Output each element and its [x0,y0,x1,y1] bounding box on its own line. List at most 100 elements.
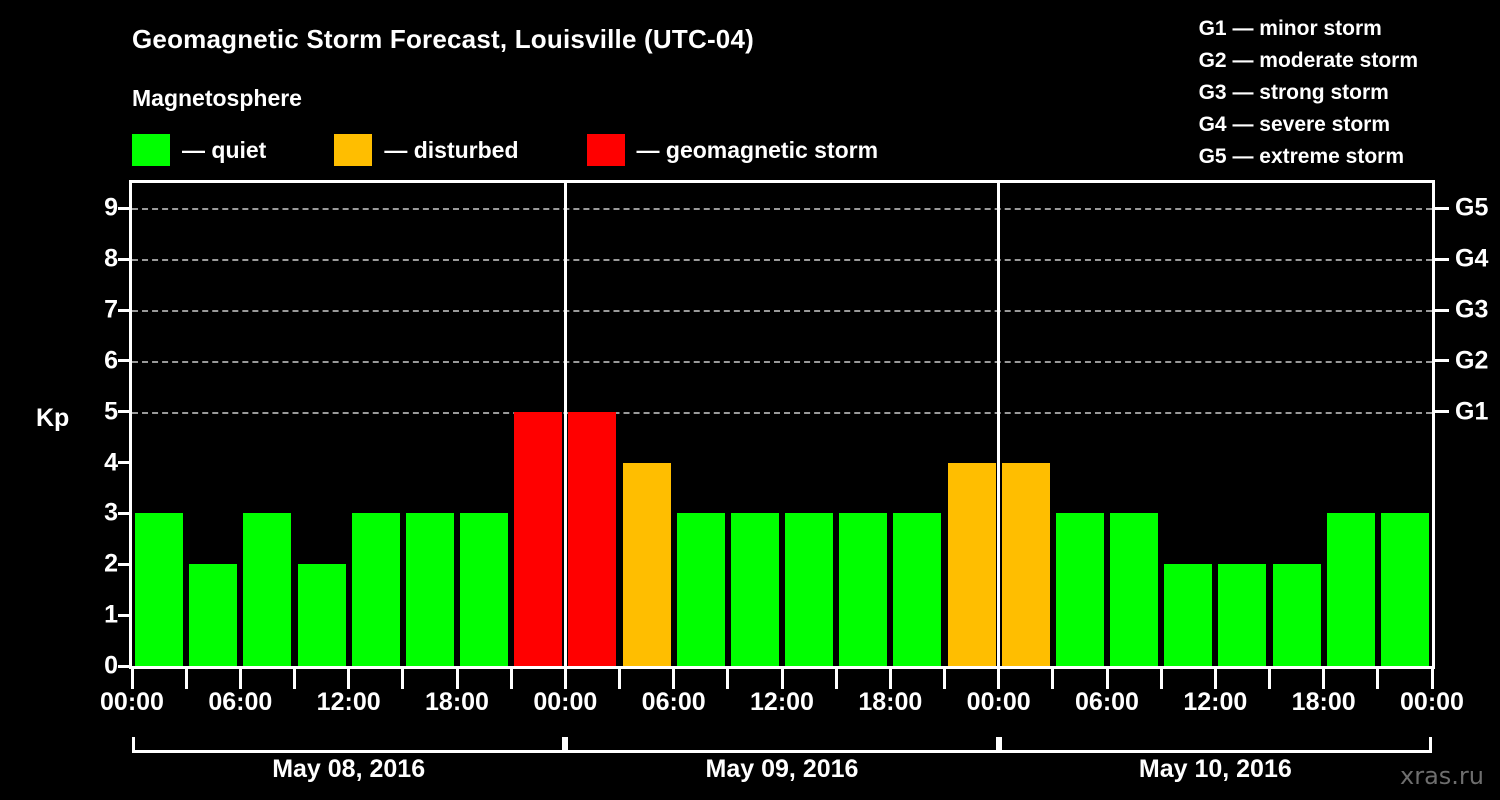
x-axis-line [129,666,1435,669]
x-tick [1159,669,1163,689]
x-tick [834,669,838,689]
bar [514,411,563,666]
gridline-kp-9 [132,208,1432,211]
watermark: xras.ru [1400,762,1484,790]
y-tick-4 [118,461,132,465]
y-tick-1 [118,613,132,617]
x-tick [563,669,567,689]
x-tick [943,669,946,689]
g-scale-legend: G1 — minor storm G2 — moderate storm G3 … [1199,13,1418,173]
y-axis-label-9: 9 [104,193,118,222]
bar [405,513,454,666]
g-scale-line-g5: G5 — extreme storm [1198,145,1405,168]
x-tick [726,669,730,689]
day-label: May 09, 2016 [705,755,859,783]
bar [243,513,292,666]
x-axis-label: 06:00 [1075,688,1139,716]
legend-label-disturbed: — disturbed [384,136,519,163]
x-tick [184,669,188,689]
legend-item-quiet: — quiet [132,134,266,166]
right-axis-label-G1: G1 [1455,397,1489,426]
x-tick [1051,669,1055,689]
x-axis-label: 12:00 [1183,688,1248,716]
right-tick-G1 [1435,410,1449,414]
bar [1326,513,1375,666]
right-tick-G2 [1435,359,1449,363]
x-axis-label: 12:00 [750,688,814,716]
gridline-kp-8 [132,259,1432,262]
y-axis-label-0: 0 [104,651,118,680]
bar [1272,564,1321,666]
bar [1055,513,1104,666]
g-scale-line-g2: G2 — moderate storm [1198,49,1418,72]
x-tick [1213,669,1217,689]
y-axis-title: Kp [36,404,70,432]
y-axis-label-1: 1 [104,600,118,629]
bar [730,513,779,666]
x-axis-label: 12:00 [316,688,381,716]
x-tick [401,669,405,689]
bar [1001,462,1050,666]
gridline-kp-6 [132,360,1432,363]
bar [1380,513,1429,666]
x-tick [1322,669,1326,689]
chart-plot-area [118,180,1449,689]
x-tick [888,669,892,689]
legend-label-storm: — geomagnetic storm [636,136,879,163]
x-axis-label: 18:00 [1291,688,1356,716]
x-tick [780,669,784,689]
bar [622,462,671,666]
x-tick [1268,669,1271,689]
bar [1164,564,1213,666]
y-tick-0 [118,664,132,668]
x-axis-label: 06:00 [641,688,706,716]
right-tick-G4 [1435,257,1449,261]
bar [135,513,184,666]
day-separator [563,183,567,666]
y-axis-label-6: 6 [104,346,118,375]
legend-item-storm: — geomagnetic storm [586,134,879,166]
x-axis-label: 00:00 [100,688,164,716]
day-separator [997,183,1001,666]
day-bracket [132,737,566,753]
y-axis-label-2: 2 [104,549,118,578]
bar [676,513,725,666]
right-axis-line [1432,183,1435,666]
right-tick-G3 [1435,308,1449,312]
right-tick-G5 [1435,206,1449,210]
bar [460,513,509,666]
right-axis-label-G4: G4 [1455,244,1489,273]
bar [351,513,400,666]
day-bracket [565,737,999,753]
y-tick-9 [118,206,132,210]
day-label: May 10, 2016 [1138,755,1292,783]
y-axis-label-8: 8 [104,244,118,273]
bar [189,564,238,666]
bar [1218,564,1267,666]
red-square-icon [586,134,625,166]
g-scale-line-g1: G1 — minor storm [1198,17,1382,40]
x-tick [509,669,513,689]
day-label: May 08, 2016 [272,755,426,783]
orange-square-icon [334,134,373,166]
y-axis-label-5: 5 [104,397,118,426]
bar [297,564,346,666]
x-tick [1376,669,1380,689]
gridline-kp-7 [132,310,1432,313]
y-tick-6 [118,359,132,363]
g-scale-line-g3: G3 — strong storm [1198,81,1389,104]
bar [839,513,888,666]
right-axis-label-G2: G2 [1455,346,1489,375]
x-tick [455,669,459,689]
x-tick [130,669,134,689]
bar [893,513,942,666]
x-axis-label: 00:00 [1400,688,1464,716]
day-brackets [132,737,1435,753]
bar [947,462,996,666]
x-tick [672,669,676,689]
y-axis-label-7: 7 [104,295,118,324]
y-axis-label-4: 4 [104,448,118,477]
legend-item-disturbed: — disturbed [334,134,519,166]
gridline-kp-5 [132,411,1432,414]
y-tick-2 [118,562,132,566]
